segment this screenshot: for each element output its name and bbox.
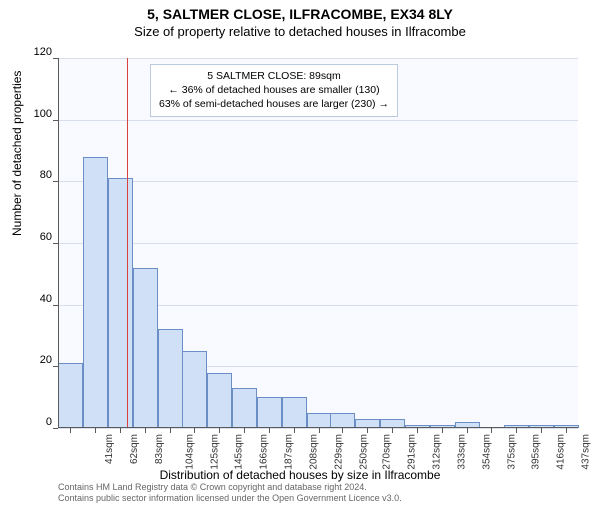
x-tick-mark <box>516 428 517 433</box>
x-tick-label: 208sqm <box>308 434 319 470</box>
annotation-box: 5 SALTMER CLOSE: 89sqm← 36% of detached … <box>150 64 398 117</box>
histogram-bar <box>158 329 183 428</box>
x-tick-label: 354sqm <box>482 434 493 470</box>
x-tick-mark <box>442 428 443 433</box>
x-tick-label: 145sqm <box>233 434 244 470</box>
footer-attribution: Contains HM Land Registry data © Crown c… <box>58 482 402 504</box>
histogram-bar <box>257 397 282 428</box>
gridline <box>58 243 578 244</box>
y-tick-label: 60 <box>8 231 52 243</box>
x-tick-label: 166sqm <box>258 434 269 470</box>
x-tick-label: 104sqm <box>184 434 195 470</box>
property-marker-line <box>127 58 128 428</box>
annotation-line: 63% of semi-detached houses are larger (… <box>159 97 389 111</box>
histogram-bar <box>207 373 232 429</box>
gridline <box>58 58 578 59</box>
x-tick-label: 375sqm <box>507 434 518 470</box>
histogram-bar <box>307 413 332 428</box>
y-tick-mark <box>53 428 58 429</box>
x-tick-mark <box>244 428 245 433</box>
y-tick-label: 120 <box>8 46 52 58</box>
histogram-bar <box>330 413 355 428</box>
x-tick-label: 41sqm <box>104 434 115 464</box>
y-tick-label: 0 <box>8 416 52 428</box>
gridline <box>58 181 578 182</box>
histogram-bar <box>182 351 207 428</box>
annotation-line: 5 SALTMER CLOSE: 89sqm <box>159 69 389 83</box>
x-tick-mark <box>95 428 96 433</box>
x-tick-label: 395sqm <box>531 434 542 470</box>
x-tick-mark <box>294 428 295 433</box>
x-tick-mark <box>392 428 393 433</box>
histogram-bar <box>58 363 83 428</box>
x-tick-mark <box>120 428 121 433</box>
x-tick-mark <box>467 428 468 433</box>
x-tick-label: 437sqm <box>581 434 592 470</box>
x-tick-mark <box>319 428 320 433</box>
histogram-bar <box>282 397 307 428</box>
x-tick-mark <box>491 428 492 433</box>
x-tick-mark <box>269 428 270 433</box>
y-tick-label: 80 <box>8 169 52 181</box>
x-tick-mark <box>194 428 195 433</box>
x-tick-mark <box>566 428 567 433</box>
gridline <box>58 120 578 121</box>
y-axis-line <box>58 58 59 428</box>
x-tick-label: 312sqm <box>432 434 443 470</box>
y-tick-label: 100 <box>8 108 52 120</box>
histogram-bar <box>83 157 108 428</box>
histogram-bar <box>133 268 158 428</box>
y-axis-title: Number of detached properties <box>10 71 24 236</box>
x-tick-mark <box>541 428 542 433</box>
x-tick-mark <box>170 428 171 433</box>
x-tick-label: 62sqm <box>129 434 140 464</box>
footer-line: Contains HM Land Registry data © Crown c… <box>58 482 402 493</box>
histogram-bar <box>108 178 133 428</box>
x-tick-label: 291sqm <box>407 434 418 470</box>
x-tick-label: 125sqm <box>209 434 220 470</box>
annotation-line: ← 36% of detached houses are smaller (13… <box>159 83 389 97</box>
plot-area: 41sqm62sqm83sqm104sqm125sqm145sqm166sqm1… <box>58 58 578 428</box>
x-tick-label: 187sqm <box>283 434 294 470</box>
histogram-bar <box>232 388 257 428</box>
x-tick-label: 333sqm <box>457 434 468 470</box>
x-tick-mark <box>342 428 343 433</box>
page-subtitle: Size of property relative to detached ho… <box>0 24 600 39</box>
x-tick-label: 250sqm <box>358 434 369 470</box>
y-tick-label: 20 <box>8 354 52 366</box>
x-tick-mark <box>145 428 146 433</box>
x-tick-label: 416sqm <box>556 434 567 470</box>
histogram-chart: 41sqm62sqm83sqm104sqm125sqm145sqm166sqm1… <box>58 58 578 428</box>
x-tick-label: 270sqm <box>382 434 393 470</box>
page-title: 5, SALTMER CLOSE, ILFRACOMBE, EX34 8LY <box>0 6 600 22</box>
x-tick-mark <box>70 428 71 433</box>
x-tick-label: 229sqm <box>333 434 344 470</box>
x-tick-mark <box>367 428 368 433</box>
y-tick-label: 40 <box>8 293 52 305</box>
footer-line: Contains public sector information licen… <box>58 493 402 504</box>
x-axis-title: Distribution of detached houses by size … <box>0 468 600 482</box>
x-tick-mark <box>417 428 418 433</box>
x-tick-label: 83sqm <box>154 434 165 464</box>
x-tick-mark <box>219 428 220 433</box>
